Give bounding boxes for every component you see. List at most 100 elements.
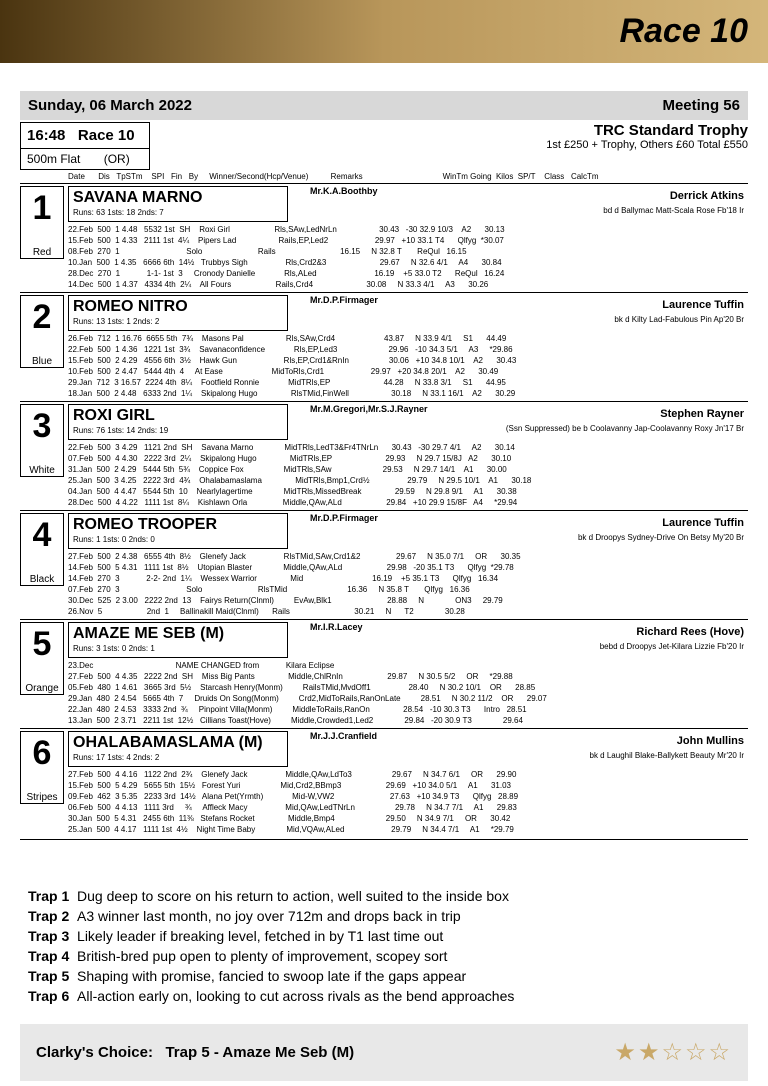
meeting-number: Meeting 56	[662, 97, 740, 114]
form-block: 27.Feb 500 2 4.38 6555 4th 8½ Glenefy Ja…	[68, 551, 748, 617]
form-line: 23.Dec NAME CHANGED from Kilara Eclipse	[68, 660, 748, 671]
form-line: 28.Dec 500 4 4.22 1111 1st 8¼ Kishlawn O…	[68, 497, 748, 508]
form-line: 28.Dec 270 1 1-1- 1st 3 Cronody Danielle…	[68, 268, 748, 279]
tip-text: A3 winner last month, no joy over 712m a…	[77, 908, 461, 924]
race-info: 16:48 Race 10 500m Flat (OR) TRC Standar…	[20, 122, 748, 170]
trap-color: Stripes	[21, 792, 63, 803]
runner-5: 5 Orange AMAZE ME SEB (M)Runs: 3 1sts: 0 2…	[20, 619, 748, 728]
tip-line: Trap 6 All-action early on, looking to c…	[28, 988, 740, 1004]
form-line: 14.Dec 500 1 4.37 4334 4th 2¼ All Fours …	[68, 279, 748, 290]
dog-name: ROMEO NITRO	[73, 298, 279, 316]
form-line: 27.Feb 500 2 4.38 6555 4th 8½ Glenefy Ja…	[68, 551, 748, 562]
runs-line: Runs: 76 1sts: 14 2nds: 19	[73, 426, 279, 435]
breeding-line: bk d Laughil Blake-Ballykett Beauty Mr'2…	[590, 751, 745, 760]
header-banner: Race 10	[0, 0, 768, 63]
runs-line: Runs: 17 1sts: 4 2nds: 2	[73, 753, 279, 762]
tip-trap: Trap 4	[28, 948, 69, 964]
runs-line: Runs: 63 1sts: 18 2nds: 7	[73, 208, 279, 217]
trap-color: Blue	[21, 356, 63, 367]
meeting-date: Sunday, 06 March 2022	[28, 97, 192, 114]
form-line: 22.Feb 500 1 4.36 1221 1st 3¾ Savanaconf…	[68, 344, 748, 355]
trainer-name: Mr.D.P.Firmager	[310, 513, 378, 523]
form-line: 22.Feb 500 1 4.48 5532 1st SH Roxi Girl …	[68, 224, 748, 235]
breeding-line: bebd d Droopys Jet-Kilara Lizzie Fb'20 I…	[600, 642, 744, 651]
trainer-name: Mr.K.A.Boothby	[310, 186, 378, 196]
form-line: 29.Jan 480 2 4.54 5665 4th 7 Druids On S…	[68, 693, 748, 704]
tip-trap: Trap 3	[28, 928, 69, 944]
dog-name: SAVANA MARNO	[73, 189, 279, 207]
trainer-name: Mr.I.R.Lacey	[310, 622, 363, 632]
runs-line: Runs: 1 1sts: 0 2nds: 0	[73, 535, 279, 544]
form-line: 27.Feb 500 4 4.16 1122 2nd 2¾ Glenefy Ja…	[68, 769, 748, 780]
trap-color: Orange	[21, 683, 63, 694]
tip-line: Trap 5 Shaping with promise, fancied to …	[28, 968, 740, 984]
form-line: 25.Jan 500 4 4.17 1111 1st 4½ Night Time…	[68, 824, 748, 835]
tips-section: Trap 1 Dug deep to score on his return t…	[20, 888, 748, 1004]
tip-text: Shaping with promise, fancied to swoop l…	[77, 968, 466, 984]
tip-trap: Trap 6	[28, 988, 69, 1004]
runs-line: Runs: 13 1sts: 1 2nds: 2	[73, 317, 279, 326]
breeding-line: bk d Kilty Lad-Fabulous Pin Ap'20 Br	[614, 315, 744, 324]
form-line: 26.Feb 712 1 16.76 6655 5th 7¾ Masons Pa…	[68, 333, 748, 344]
form-block: 22.Feb 500 1 4.48 5532 1st SH Roxi Girl …	[68, 224, 748, 290]
trap-number: 3	[21, 405, 63, 447]
dog-name-box: AMAZE ME SEB (M)Runs: 3 1sts: 0 2nds: 1	[68, 622, 288, 658]
form-line: 22.Jan 480 2 4.53 3333 2nd ¾ Pinpoint Vi…	[68, 704, 748, 715]
trophy-name: TRC Standard Trophy	[546, 122, 748, 139]
choice-pick: Trap 5 - Amaze Me Seb (M)	[165, 1044, 354, 1061]
form-line: 22.Feb 500 3 4.29 1121 2nd SH Savana Mar…	[68, 442, 748, 453]
prize-text: 1st £250 + Trophy, Others £60 Total £550	[546, 139, 748, 151]
tip-text: British-bred pup open to plenty of impro…	[77, 948, 447, 964]
meeting-bar: Sunday, 06 March 2022 Meeting 56	[20, 91, 748, 120]
form-line: 31.Jan 500 2 4.29 5444 5th 5¾ Coppice Fo…	[68, 464, 748, 475]
form-line: 09.Feb 462 3 5.35 2233 3rd 14½ Alana Pet…	[68, 791, 748, 802]
owner-name: Derrick Atkins	[670, 190, 744, 202]
form-line: 30.Jan 500 5 4.31 2455 6th 11⅜ Stefans R…	[68, 813, 748, 824]
form-line: 26.Nov 5 2nd 1 Ballinakill Maid(Clnml) R…	[68, 606, 748, 617]
trap-number: 2	[21, 296, 63, 338]
runs-line: Runs: 3 1sts: 0 2nds: 1	[73, 644, 279, 653]
dog-name-box: ROMEO TROOPERRuns: 1 1sts: 0 2nds: 0	[68, 513, 288, 549]
tip-text: Likely leader if breaking level, fetched…	[77, 928, 443, 944]
choice-label: Clarky's Choice:	[36, 1044, 153, 1061]
form-line: 04.Jan 500 4 4.47 5544 5th 10 Nearlylage…	[68, 486, 748, 497]
stars: ★★☆☆☆	[614, 1038, 732, 1067]
trainer-name: Mr.M.Gregori,Mr.S.J.Rayner	[310, 404, 428, 414]
tip-line: Trap 3 Likely leader if breaking level, …	[28, 928, 740, 944]
owner-name: Richard Rees (Hove)	[636, 626, 744, 638]
dog-name-box: SAVANA MARNORuns: 63 1sts: 18 2nds: 7	[68, 186, 288, 222]
form-line: 13.Jan 500 2 3.71 2211 1st 12½ Cillians …	[68, 715, 748, 726]
form-line: 18.Jan 500 2 4.48 6333 2nd 1¼ Skipalong …	[68, 388, 748, 399]
owner-name: Stephen Rayner	[660, 408, 744, 420]
trap-box: 1Red	[20, 186, 64, 259]
form-line: 15.Feb 500 1 4.33 2111 1st 4¼ Pipers Lad…	[68, 235, 748, 246]
race-title-block: TRC Standard Trophy 1st £250 + Trophy, O…	[546, 122, 748, 170]
runner-2: 2 Blue ROMEO NITRORuns: 13 1sts: 1 2nds: 2…	[20, 292, 748, 401]
form-line: 08.Feb 270 1 Solo Rails 16.15 N 32.8 T R…	[68, 246, 748, 257]
dog-name-box: ROXI GIRLRuns: 76 1sts: 14 2nds: 19	[68, 404, 288, 440]
form-line: 07.Feb 500 4 4.30 2222 3rd 2¼ Skipalong …	[68, 453, 748, 464]
form-block: 26.Feb 712 1 16.76 6655 5th 7¾ Masons Pa…	[68, 333, 748, 399]
form-line: 14.Feb 270 3 2-2- 2nd 1¼ Wessex Warrior …	[68, 573, 748, 584]
form-line: 29.Jan 712 3 16.57 2224 4th 8¼ Footfield…	[68, 377, 748, 388]
trap-box: 3 White	[20, 404, 64, 477]
trainer-name: Mr.D.P.Firmager	[310, 295, 378, 305]
runner-3: 3 White ROXI GIRLRuns: 76 1sts: 14 2nds: 1…	[20, 401, 748, 510]
tip-line: Trap 2 A3 winner last month, no joy over…	[28, 908, 740, 924]
trap-number: 6	[21, 732, 63, 774]
dog-name-box: OHALABAMASLAMA (M)Runs: 17 1sts: 4 2nds:…	[68, 731, 288, 767]
race-time-box: 16:48 Race 10	[20, 122, 150, 149]
tip-line: Trap 1 Dug deep to score on his return t…	[28, 888, 740, 904]
runner-6: 6 Stripes OHALABAMASLAMA (M)Runs: 17 1sts:…	[20, 728, 748, 837]
dog-name: OHALABAMASLAMA (M)	[73, 734, 279, 752]
trainer-name: Mr.J.J.Cranfield	[310, 731, 377, 741]
form-block: 23.Dec NAME CHANGED from Kilara Eclipse2…	[68, 660, 748, 726]
dog-name-box: ROMEO NITRORuns: 13 1sts: 1 2nds: 2	[68, 295, 288, 331]
race-time: 16:48	[27, 127, 65, 144]
distance-bar: 500m Flat (OR)	[20, 149, 150, 170]
breeding-line: bd d Ballymac Matt-Scala Rose Fb'18 Ir	[603, 206, 744, 215]
form-line: 27.Feb 500 4 4.35 2222 2nd SH Miss Big P…	[68, 671, 748, 682]
trap-color: White	[21, 465, 63, 476]
form-line: 10.Jan 500 1 4.35 6666 6th 14½ Trubbys S…	[68, 257, 748, 268]
trap-number: 5	[21, 623, 63, 665]
